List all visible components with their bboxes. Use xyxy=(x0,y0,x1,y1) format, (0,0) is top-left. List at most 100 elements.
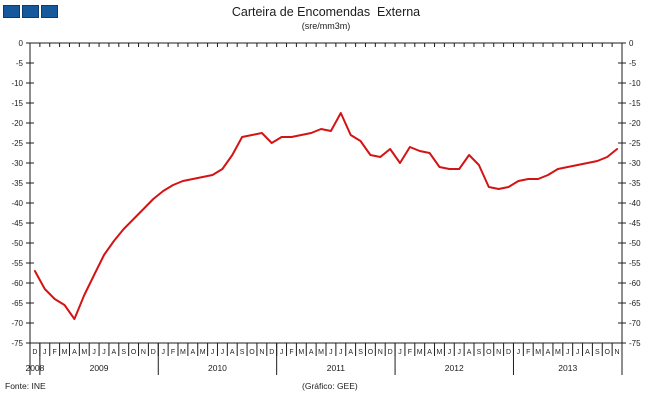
month-label: F xyxy=(526,349,530,356)
logo-square xyxy=(3,5,20,18)
y-axis-label-left: -20 xyxy=(11,119,23,128)
year-label: 2013 xyxy=(558,363,577,373)
month-label: J xyxy=(102,349,106,356)
month-label: N xyxy=(259,349,264,356)
month-label: S xyxy=(477,349,482,356)
month-label: O xyxy=(604,349,610,356)
year-label: 2011 xyxy=(327,363,346,373)
credit-note: (Gráfico: GEE) xyxy=(302,381,358,391)
source-note: Fonte: INE xyxy=(5,381,46,391)
month-label: M xyxy=(555,349,561,356)
month-label: O xyxy=(486,349,492,356)
month-label: M xyxy=(81,349,87,356)
logo-squares xyxy=(3,5,58,18)
month-label: D xyxy=(506,349,511,356)
y-axis-label-left: -35 xyxy=(11,179,23,188)
y-axis-label-left: -25 xyxy=(11,139,23,148)
month-label: O xyxy=(249,349,255,356)
month-label: J xyxy=(457,349,461,356)
y-axis-label-right: -60 xyxy=(629,279,641,288)
month-label: F xyxy=(289,349,293,356)
chart-title: Carteira de Encomendas Externa xyxy=(231,5,421,19)
year-label: 2008 xyxy=(25,363,44,373)
month-label: A xyxy=(546,349,551,356)
data-line xyxy=(33,112,619,320)
month-label: N xyxy=(496,349,501,356)
chart-subtitle: (sre/mm3m) xyxy=(301,21,351,31)
month-label: O xyxy=(368,349,374,356)
month-label: J xyxy=(43,349,47,356)
month-label: S xyxy=(240,349,245,356)
month-label: N xyxy=(141,349,146,356)
y-axis-label-right: -30 xyxy=(629,159,641,168)
month-label: J xyxy=(448,349,452,356)
y-axis-label-right: -35 xyxy=(629,179,641,188)
logo-square xyxy=(41,5,58,18)
month-label: M xyxy=(318,349,324,356)
month-label: M xyxy=(180,349,186,356)
y-axis-label-left: 0 xyxy=(19,39,24,48)
month-label: A xyxy=(190,349,195,356)
month-label: J xyxy=(280,349,284,356)
month-label: M xyxy=(437,349,443,356)
y-axis-label-left: -65 xyxy=(11,299,23,308)
month-label: A xyxy=(467,349,472,356)
y-axis-label-left: -15 xyxy=(11,99,23,108)
month-label: N xyxy=(378,349,383,356)
year-label: 2012 xyxy=(445,363,464,373)
year-label: 2010 xyxy=(208,363,227,373)
logo-square xyxy=(22,5,39,18)
month-label: S xyxy=(121,349,126,356)
y-axis-label-right: -20 xyxy=(629,119,641,128)
month-label: J xyxy=(566,349,570,356)
month-label: A xyxy=(72,349,77,356)
month-label: M xyxy=(535,349,541,356)
month-label: D xyxy=(269,349,274,356)
year-label: 2009 xyxy=(90,363,109,373)
y-axis-label-right: -50 xyxy=(629,239,641,248)
month-label: M xyxy=(417,349,423,356)
month-label: J xyxy=(398,349,402,356)
y-axis-label-left: -75 xyxy=(11,339,23,348)
y-axis-label-left: -45 xyxy=(11,219,23,228)
month-label: D xyxy=(151,349,156,356)
month-label: A xyxy=(427,349,432,356)
y-axis-label-right: 0 xyxy=(629,39,634,48)
plot-border xyxy=(29,42,623,344)
y-axis-label-right: -65 xyxy=(629,299,641,308)
month-label: J xyxy=(339,349,343,356)
y-axis-label-right: -40 xyxy=(629,199,641,208)
month-label: A xyxy=(348,349,353,356)
y-axis-label-right: -15 xyxy=(629,99,641,108)
y-axis-label-right: -45 xyxy=(629,219,641,228)
month-label: J xyxy=(92,349,96,356)
month-label: J xyxy=(161,349,165,356)
month-label: J xyxy=(576,349,580,356)
month-label: D xyxy=(388,349,393,356)
y-axis-label-left: -50 xyxy=(11,239,23,248)
y-axis-label-right: -75 xyxy=(629,339,641,348)
y-axis-label-right: -5 xyxy=(629,59,637,68)
y-axis-label-right: -55 xyxy=(629,259,641,268)
month-label: J xyxy=(211,349,215,356)
month-label: A xyxy=(585,349,590,356)
y-axis-label-right: -25 xyxy=(629,139,641,148)
y-axis-label-right: -10 xyxy=(629,79,641,88)
month-label: A xyxy=(309,349,314,356)
y-axis-label-left: -10 xyxy=(11,79,23,88)
month-label: J xyxy=(221,349,225,356)
y-axis-label-left: -40 xyxy=(11,199,23,208)
month-label: S xyxy=(595,349,600,356)
month-label: N xyxy=(615,349,620,356)
month-label: M xyxy=(62,349,68,356)
month-label: M xyxy=(298,349,304,356)
month-label: F xyxy=(171,349,175,356)
month-label: D xyxy=(32,349,37,356)
month-label: M xyxy=(200,349,206,356)
month-label: A xyxy=(230,349,235,356)
y-axis-label-left: -55 xyxy=(11,259,23,268)
y-axis-label-right: -70 xyxy=(629,319,641,328)
y-axis-label-left: -70 xyxy=(11,319,23,328)
